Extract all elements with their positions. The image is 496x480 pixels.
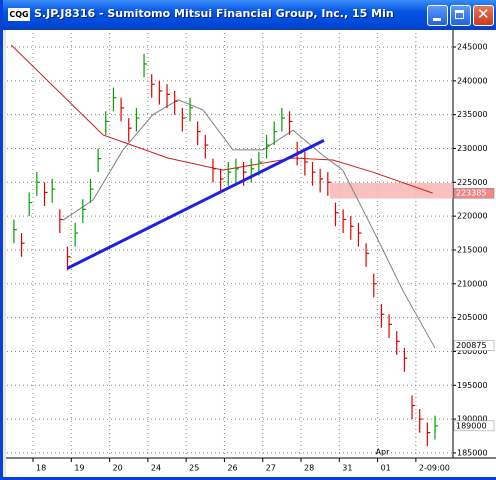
- x-tick-label: 27: [266, 464, 276, 473]
- y-tick-label: 245000: [457, 43, 488, 52]
- x-tick-label: 2-09:00: [419, 464, 450, 473]
- y-tick-label: 235000: [457, 110, 488, 119]
- x-tick-label: 19: [74, 464, 84, 473]
- x-tick-label: 18: [36, 464, 46, 473]
- x-tick-label: 26: [227, 464, 237, 473]
- x-tick-label: 01: [381, 464, 391, 473]
- x-tick-label: 28: [304, 464, 314, 473]
- x-tick-label: 24: [151, 464, 161, 473]
- maximize-button[interactable]: [450, 5, 471, 26]
- window-title: S.JP.J8316 - Sumitomo Mitsui Financial G…: [34, 7, 394, 20]
- moving-average: [10, 44, 433, 194]
- price-marker: [453, 187, 495, 199]
- trendline: [66, 139, 325, 270]
- y-tick-label: 200000: [457, 347, 488, 356]
- price-marker-label: 223385: [456, 189, 487, 198]
- y-tick-label: 225000: [457, 178, 488, 187]
- title-bar: CQG S.JP.J8316 - Sumitomo Mitsui Financi…: [3, 0, 496, 30]
- y-tick-label: 185000: [457, 448, 488, 457]
- y-tick-label: 240000: [457, 76, 488, 85]
- y-tick-label: 190000: [457, 415, 488, 424]
- price-marker-label: 189000: [456, 421, 487, 430]
- y-tick-label: 220000: [457, 212, 488, 221]
- highlight-zone: [329, 182, 453, 199]
- x-annotation: Apr: [376, 448, 391, 457]
- y-tick-label: 230000: [457, 144, 488, 153]
- price-marker: [453, 420, 495, 432]
- app-icon: CQG: [8, 8, 30, 21]
- y-tick-label: 205000: [457, 313, 488, 322]
- chart: 185000 190000 195000 200000 205000 210000 2150…: [6, 30, 496, 477]
- y-tick-label: 215000: [457, 245, 488, 254]
- y-tick-label: 195000: [457, 381, 488, 390]
- price-marker-label: 200875: [456, 341, 487, 350]
- x-tick-label: 31: [342, 464, 352, 473]
- moving-average: [62, 99, 436, 349]
- x-tick-label: 25: [189, 464, 199, 473]
- x-tick-label: 20: [113, 464, 123, 473]
- y-tick-label: 210000: [457, 279, 488, 288]
- chart-background: [6, 30, 496, 477]
- minimize-button[interactable]: [427, 5, 448, 26]
- price-marker: [453, 340, 495, 351]
- close-button[interactable]: ✕: [473, 5, 494, 26]
